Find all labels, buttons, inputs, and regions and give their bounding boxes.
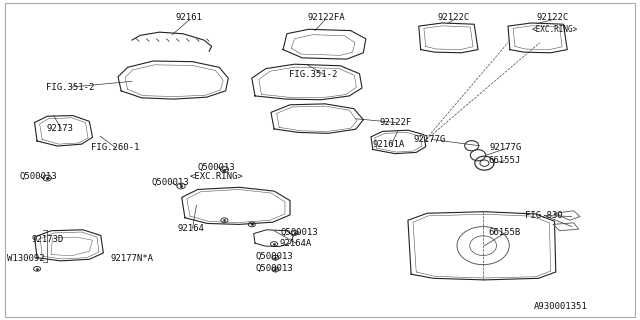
Text: 92177N*A: 92177N*A [111, 254, 154, 263]
Text: 92164: 92164 [178, 224, 205, 233]
Text: 92122F: 92122F [379, 118, 412, 127]
Text: 92122C: 92122C [438, 13, 470, 22]
Text: 92122C: 92122C [536, 13, 569, 22]
Text: FIG.260-1: FIG.260-1 [91, 143, 139, 152]
Text: Q500013: Q500013 [281, 228, 319, 237]
Text: 92177G: 92177G [490, 143, 522, 152]
Text: 92177G: 92177G [413, 135, 445, 144]
Text: FIG.830: FIG.830 [525, 211, 563, 220]
Text: W130092: W130092 [7, 254, 44, 263]
Text: <EXC.RING>: <EXC.RING> [531, 25, 578, 34]
Text: FIG.351-2: FIG.351-2 [46, 83, 94, 92]
Text: Q500013: Q500013 [255, 264, 293, 273]
Text: A930001351: A930001351 [534, 302, 588, 311]
Text: 92173: 92173 [47, 124, 74, 133]
Text: 66155B: 66155B [489, 228, 521, 237]
Text: 92164A: 92164A [280, 239, 312, 248]
Text: <EXC.RING>: <EXC.RING> [190, 172, 244, 181]
Text: Q500013: Q500013 [255, 252, 293, 261]
Text: 92161: 92161 [176, 13, 203, 22]
Text: FIG.351-2: FIG.351-2 [289, 70, 338, 79]
Text: 92161A: 92161A [372, 140, 405, 149]
Text: Q500013: Q500013 [20, 172, 57, 181]
Text: 92122FA: 92122FA [308, 13, 345, 22]
Text: 66155J: 66155J [489, 156, 521, 165]
Text: Q500013: Q500013 [198, 163, 236, 172]
Text: 92173D: 92173D [31, 236, 63, 244]
Text: Q500013: Q500013 [152, 178, 189, 187]
